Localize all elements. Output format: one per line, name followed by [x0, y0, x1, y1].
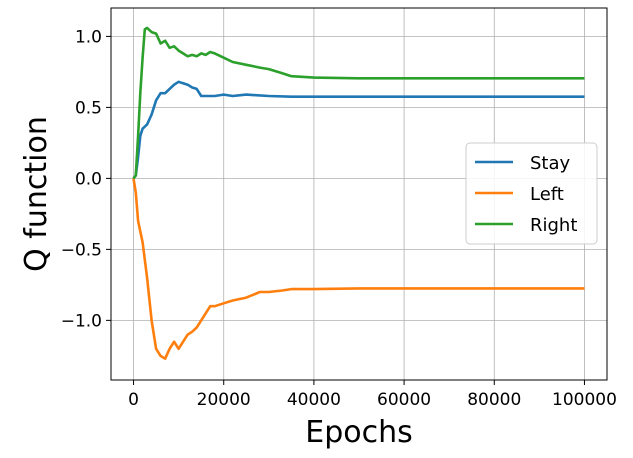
plot-frame [110, 7, 608, 381]
legend-label-left: Left [530, 184, 564, 205]
legend-box [465, 142, 598, 245]
y-tick-label: 0.5 [75, 98, 102, 118]
y-tick-label: 1.0 [75, 27, 102, 47]
x-tick-label: 40000 [287, 390, 341, 410]
x-axis-label: Epochs [305, 415, 413, 450]
x-tick-label: 0 [128, 390, 139, 410]
legend: Stay Left Right [465, 142, 598, 245]
series-line-left [132, 178, 585, 360]
y-axis-label: Q function [19, 116, 54, 272]
series-lines [132, 26, 585, 360]
x-tick-label: 80000 [467, 390, 521, 410]
y-tick-label: −0.5 [61, 240, 102, 260]
x-tick-label: 100000 [552, 390, 617, 410]
x-tick-label: 20000 [197, 390, 251, 410]
legend-label-right: Right [530, 215, 577, 236]
series-line-right [132, 26, 585, 180]
x-tick-label: 60000 [377, 390, 431, 410]
y-tick-label: −1.0 [61, 311, 102, 331]
y-tick-label: 0.0 [75, 169, 102, 189]
legend-label-stay: Stay [530, 153, 571, 174]
axis-ticks: 0 20000 40000 60000 80000 100000 −1.0 −0.5 0.0 0.… [61, 27, 617, 410]
series-line-stay [132, 80, 585, 180]
